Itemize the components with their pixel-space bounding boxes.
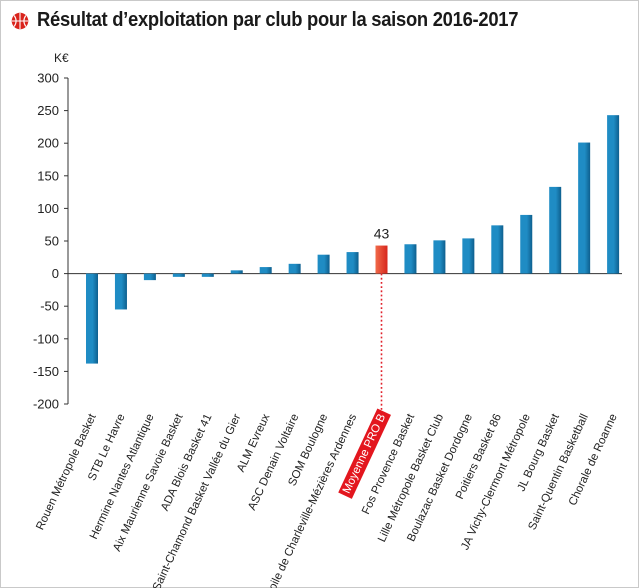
y-axis: K€ 300 250 200 150 100 50 0 -50 -100 -150 -200 — [33, 51, 622, 412]
bar — [114, 273, 127, 310]
highlight-value-label: 43 — [374, 226, 390, 242]
bar — [201, 273, 214, 277]
y-tick-label: 100 — [37, 201, 59, 216]
chart-title: Résultat d’exploitation par club pour la… — [37, 9, 519, 31]
y-tick-label: 0 — [52, 266, 59, 281]
bar — [230, 270, 243, 274]
bar — [607, 115, 620, 274]
y-tick-label: -50 — [40, 299, 59, 314]
bar — [491, 225, 504, 274]
bar — [433, 240, 446, 274]
bar — [172, 273, 185, 277]
y-tick-label: -200 — [33, 397, 59, 412]
bar — [288, 263, 301, 274]
bar — [462, 238, 475, 274]
y-tick-label: 200 — [37, 136, 59, 151]
bar — [86, 273, 98, 364]
basketball-icon — [11, 12, 29, 29]
y-axis-unit: K€ — [54, 51, 69, 65]
y-tick-label: 300 — [37, 71, 59, 86]
bar — [404, 244, 417, 274]
title-row: Résultat d’exploitation par club pour la… — [11, 9, 560, 32]
bar-highlight — [375, 245, 388, 274]
bar — [549, 186, 562, 274]
y-tick-label: 150 — [37, 168, 59, 183]
bars: 43 — [86, 115, 620, 414]
y-tick-label: 250 — [37, 103, 59, 118]
bar — [317, 254, 330, 274]
y-tick-label: -100 — [33, 331, 59, 346]
bar — [346, 252, 359, 274]
highlight-label-background — [338, 408, 391, 499]
bar — [578, 142, 591, 274]
y-tick-label: -150 — [33, 364, 59, 379]
bar — [143, 273, 156, 281]
bar — [259, 267, 272, 274]
bar — [520, 214, 533, 274]
y-tick-label: 50 — [45, 234, 59, 249]
